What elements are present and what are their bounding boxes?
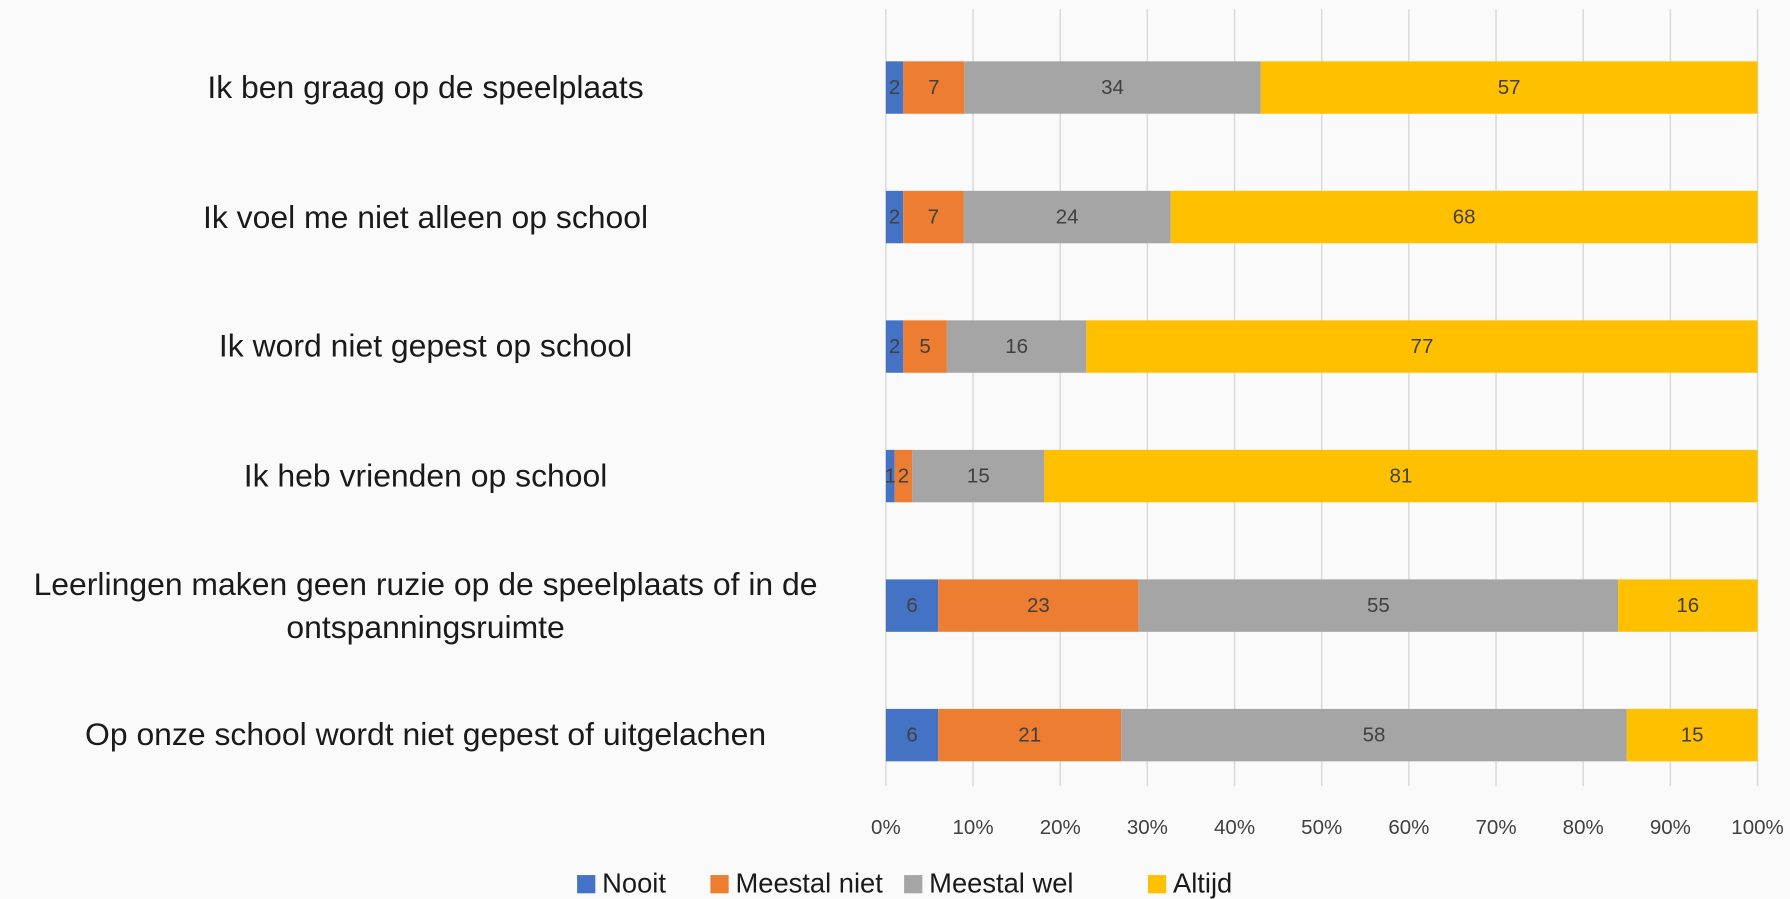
x-tick-label: 60% (1388, 816, 1429, 839)
bar-segment (964, 61, 1261, 114)
y-tick-label: Ik heb vrienden op school (243, 457, 608, 494)
data-label: 2 (889, 206, 900, 229)
data-label: 1 (885, 465, 896, 488)
data-label: 15 (967, 465, 990, 488)
legend-swatch (1147, 875, 1167, 894)
x-tick-label: 90% (1650, 816, 1691, 839)
bar-segment (963, 190, 1171, 244)
data-label: 55 (1367, 594, 1390, 617)
data-label: 5 (919, 335, 930, 358)
y-tick-label: Ik voel me niet alleen op school (202, 198, 649, 235)
bar-segment (885, 190, 904, 244)
x-tick-label: 0% (871, 816, 901, 839)
x-tick-label: 30% (1127, 816, 1168, 839)
bar-segment (903, 320, 947, 373)
category-label-area: Ik ben graag op de speelplaats Ik voel me… (2, 0, 857, 786)
y-tick-label: Ik word niet gepest op school (218, 328, 633, 364)
data-label: 24 (1056, 206, 1079, 229)
y-tick-label: Ik ben graag op de speelplaats (207, 69, 644, 105)
bar-segment (885, 320, 904, 373)
bar-segment (885, 708, 939, 762)
bar-segment (1044, 449, 1758, 503)
bar-segment (1121, 708, 1627, 762)
data-label: 16 (1005, 335, 1028, 358)
data-label: 7 (928, 76, 939, 99)
y-tick-label: Leerlingen maken geen ruzie op de speelp… (33, 565, 818, 645)
data-label: 34 (1101, 76, 1124, 99)
bar-segment (885, 449, 895, 503)
data-label: 7 (928, 206, 939, 229)
legend-label: Altijd (1173, 868, 1232, 899)
legend-swatch (904, 875, 923, 894)
bar-segment (1086, 320, 1758, 373)
bar-segment (946, 320, 1087, 373)
bar-segment (1138, 579, 1619, 632)
bar-segment (1170, 190, 1758, 244)
data-label: 2 (889, 76, 900, 99)
y-tick-label: Op onze school wordt niet gepest of uitg… (85, 716, 767, 753)
bar-segment (938, 708, 1122, 762)
x-tick-label: 80% (1563, 816, 1604, 839)
x-tick-label: 50% (1301, 816, 1342, 839)
bar-segment (912, 449, 1045, 503)
data-label: 6 (906, 594, 917, 617)
data-label: 2 (898, 465, 909, 488)
data-label: 16 (1676, 594, 1699, 617)
x-tick-label: 20% (1040, 816, 1081, 839)
bar-segment (894, 449, 913, 503)
legend-swatch (710, 875, 729, 894)
legend-label: Meestal wel (929, 868, 1073, 899)
legend-label: Meestal niet (735, 868, 883, 899)
data-label: 77 (1411, 335, 1434, 358)
data-label: 6 (906, 724, 917, 747)
data-label: 23 (1027, 594, 1050, 617)
data-label: 15 (1681, 724, 1704, 747)
bar-segment (1260, 61, 1758, 114)
x-tick-label: 10% (953, 816, 994, 839)
data-label: 58 (1363, 724, 1386, 747)
x-tick-label: 70% (1476, 816, 1517, 839)
bar-segment (903, 190, 964, 244)
category-labels: Ik ben graag op de speelplaats Ik voel me… (2, 0, 857, 786)
bar-segment (885, 61, 904, 114)
bar-segment (885, 579, 939, 632)
data-label: 81 (1390, 465, 1413, 488)
data-label: 21 (1018, 724, 1041, 747)
bar-segment (903, 61, 965, 114)
bar-segment (938, 579, 1139, 632)
data-label: 2 (889, 335, 900, 358)
data-label: 68 (1453, 206, 1476, 229)
legend-label: Nooit (602, 868, 666, 899)
legend-swatch (577, 875, 596, 894)
x-tick-label: 100% (1731, 816, 1783, 839)
bar-segment (1618, 579, 1758, 632)
data-label: 57 (1498, 76, 1521, 99)
x-tick-label: 40% (1214, 816, 1255, 839)
bar-segment (1626, 708, 1758, 762)
